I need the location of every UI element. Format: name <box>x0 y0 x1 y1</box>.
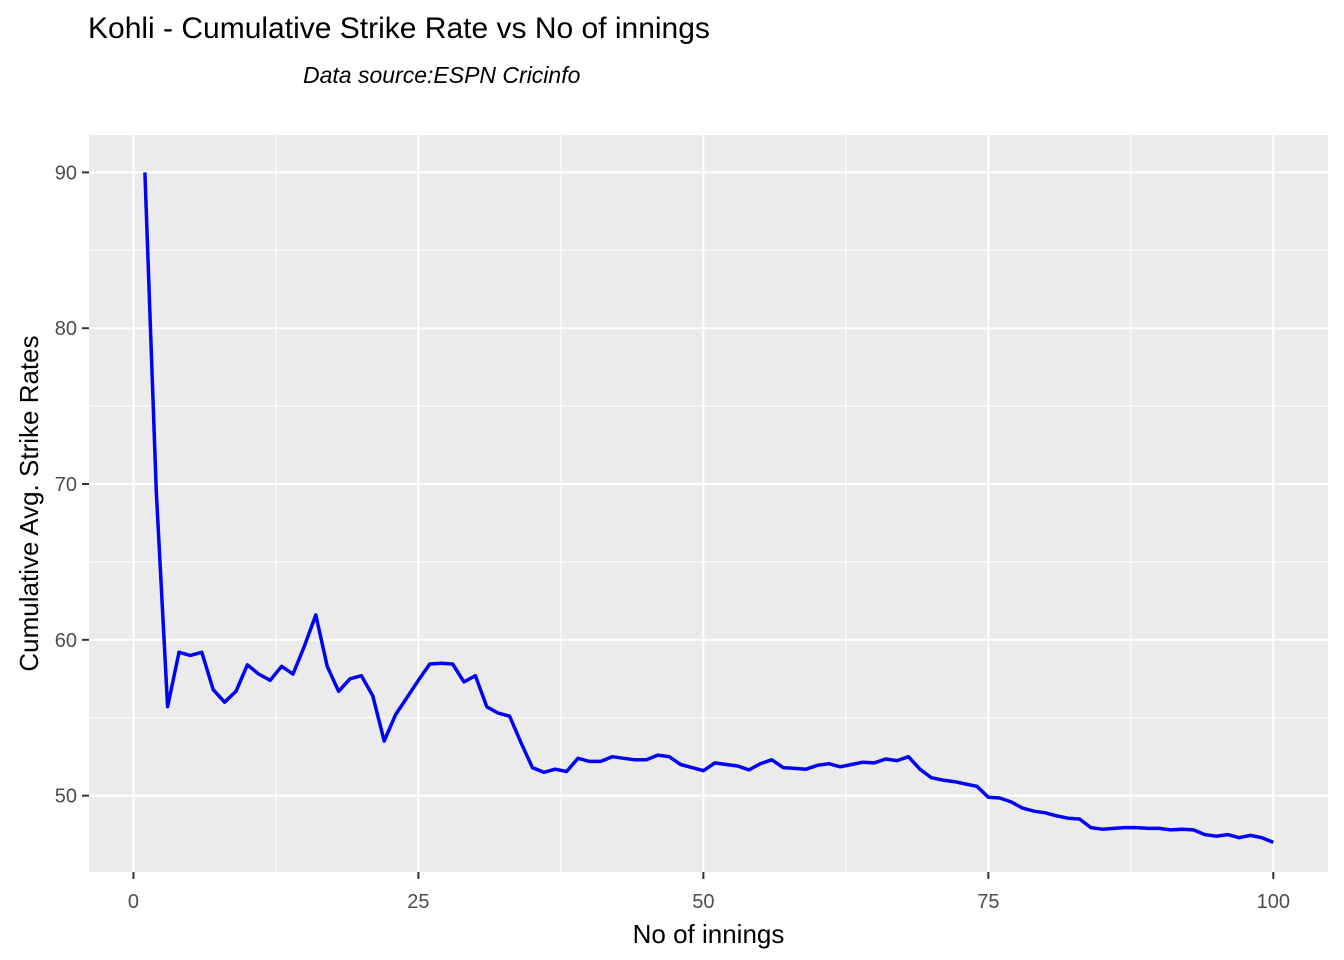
strike-rate-line <box>143 172 1274 845</box>
chart-title: Kohli - Cumulative Strike Rate vs No of … <box>88 12 710 45</box>
y-tick-label: 80 <box>55 318 77 340</box>
x-tick-label: 0 <box>128 891 139 913</box>
y-tick-label: 60 <box>55 630 77 652</box>
x-tick-label: 75 <box>977 891 999 913</box>
x-tick-label: 50 <box>692 891 714 913</box>
x-tick-label: 100 <box>1257 891 1290 913</box>
y-tick-label: 50 <box>55 786 77 808</box>
x-tick-label: 25 <box>407 891 429 913</box>
y-tick-label: 70 <box>55 474 77 496</box>
x-axis-title: No of innings <box>633 919 785 949</box>
y-axis-title: Cumulative Avg. Strike Rates <box>14 335 44 671</box>
plot-panel <box>89 135 1328 872</box>
y-tick-label: 90 <box>55 162 77 184</box>
chart-subtitle: Data source:ESPN Cricinfo <box>303 62 581 88</box>
